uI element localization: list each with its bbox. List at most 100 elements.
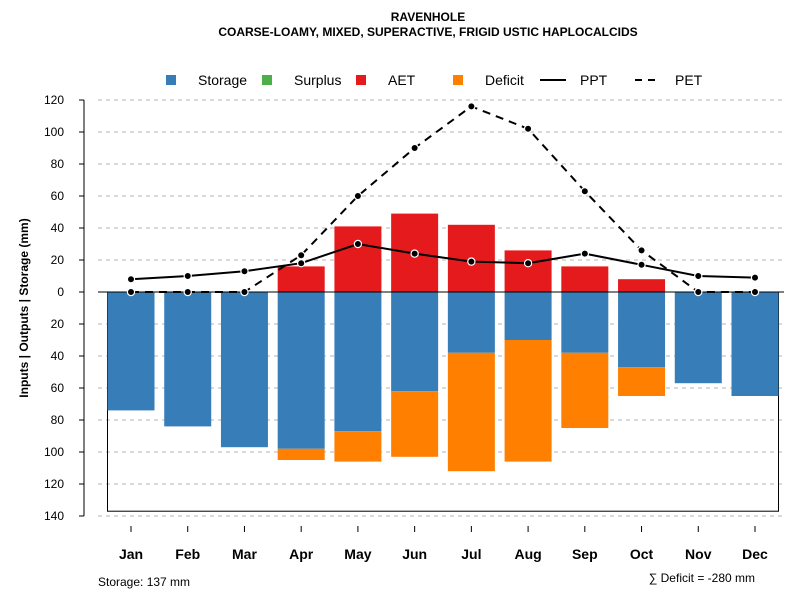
legend-swatch-deficit [453,75,463,85]
deficit-bar-may [334,431,382,462]
ppt-point-aug [523,259,533,268]
ppt-point-apr [296,259,306,268]
chart-title: RAVENHOLE [391,10,465,24]
ppt-point-may [353,239,363,249]
deficit-bar-aug [504,340,552,462]
storage-bar-nov [674,292,722,384]
storage-bar-dec [731,292,779,396]
y-tick-label-40: 40 [51,221,65,235]
x-tick-label-jan: Jan [119,546,143,562]
x-tick-label-apr: Apr [289,546,314,562]
aet-bar-apr [277,266,325,292]
pet-point-apr [296,250,306,260]
y-tick-label-0: 0 [57,285,64,299]
ppt-point-jul [467,257,476,266]
aet-bar-oct [618,279,666,292]
y-tick-label-neg40: 40 [51,349,65,363]
deficit-annotation: ∑ Deficit = -280 mm [649,571,755,585]
aet-bar-may [334,226,382,292]
y-tick-label-80: 80 [51,157,65,171]
legend-label-ppt: PPT [580,72,608,88]
x-tick-label-mar: Mar [232,546,257,562]
deficit-bar-jul [447,352,495,472]
deficit-bar-jun [391,391,439,457]
x-tick-label-aug: Aug [514,546,541,562]
pet-point-oct [637,246,646,255]
pet-point-nov [694,287,703,297]
pet-point-jul [467,102,476,111]
pet-point-jan [126,287,136,297]
x-tick-label-dec: Dec [742,546,768,562]
storage-bar-oct [618,292,666,368]
ppt-point-mar [240,267,249,276]
x-tick-label-feb: Feb [175,546,200,562]
x-tick-label-jun: Jun [402,546,427,562]
y-tick-label-120: 120 [44,93,64,107]
pet-point-may [353,191,363,201]
pet-point-feb [183,287,192,297]
storage-bar-jan [107,292,155,411]
chart-subtitle: COARSE-LOAMY, MIXED, SUPERACTIVE, FRIGID… [218,25,637,39]
ppt-point-dec [750,273,760,282]
pet-point-jun [410,143,419,153]
legend-label-storage: Storage [198,72,247,88]
x-tick-label-nov: Nov [685,546,712,562]
storage-bar-feb [164,292,212,427]
y-tick-label-neg80: 80 [51,413,65,427]
ppt-point-oct [637,260,646,269]
ppt-point-sep [580,249,590,258]
axes: 120 100 80 60 40 20 0 20 40 60 80 100 120 140 Jan Feb Ma… [44,93,784,562]
x-tick-label-jul: Jul [461,546,481,562]
y-tick-label-neg20: 20 [51,317,65,331]
legend-label-surplus: Surplus [294,72,341,88]
storage-bars [107,291,779,512]
y-tick-label-neg120: 120 [44,477,64,491]
legend-swatch-storage [166,75,176,85]
storage-bar-jul [447,292,495,353]
line-points [126,102,760,297]
legend-swatch-surplus [262,75,272,85]
storage-bar-apr [277,292,325,449]
storage-bar-may [334,292,382,432]
legend-label-deficit: Deficit [485,72,524,88]
y-tick-label-neg100: 100 [44,445,64,459]
y-tick-label-100: 100 [44,125,64,139]
ppt-point-nov [694,271,703,281]
pet-line [131,105,755,293]
ppt-pet-lines [130,105,756,293]
storage-bar-jun [391,292,439,392]
deficit-bar-sep [561,352,609,428]
y-tick-label-neg140: 140 [44,509,64,523]
legend-label-aet: AET [388,72,416,88]
pet-point-aug [523,124,533,134]
storage-bar-sep [561,292,609,353]
legend: Storage Surplus AET Deficit PPT PET [166,72,703,88]
x-tick-label-oct: Oct [630,546,654,562]
legend-swatch-aet [356,75,366,85]
deficit-bar-oct [618,367,666,396]
y-tick-label-60: 60 [51,189,65,203]
legend-label-pet: PET [675,72,703,88]
ppt-point-jan [126,275,136,284]
storage-bar-mar [220,292,268,448]
ppt-line [130,242,756,281]
storage-annotation: Storage: 137 mm [98,575,190,589]
aet-bars [277,213,666,292]
ppt-point-jun [410,249,419,258]
y-tick-label-20: 20 [51,253,65,267]
storage-bar-aug [504,292,552,340]
aet-bar-sep [561,266,609,292]
aet-bar-aug [504,250,552,292]
grid-lines [98,99,784,517]
y-tick-label-neg60: 60 [51,381,65,395]
x-tick-label-may: May [344,546,371,562]
pet-point-sep [580,186,590,196]
pet-point-mar [240,287,249,297]
deficit-bars [277,340,666,472]
ppt-point-feb [183,271,192,281]
deficit-bar-apr [277,448,325,460]
y-axis-label: Inputs | Outputs | Storage (mm) [17,218,31,397]
x-tick-label-sep: Sep [572,546,598,562]
pet-point-dec [750,287,760,297]
